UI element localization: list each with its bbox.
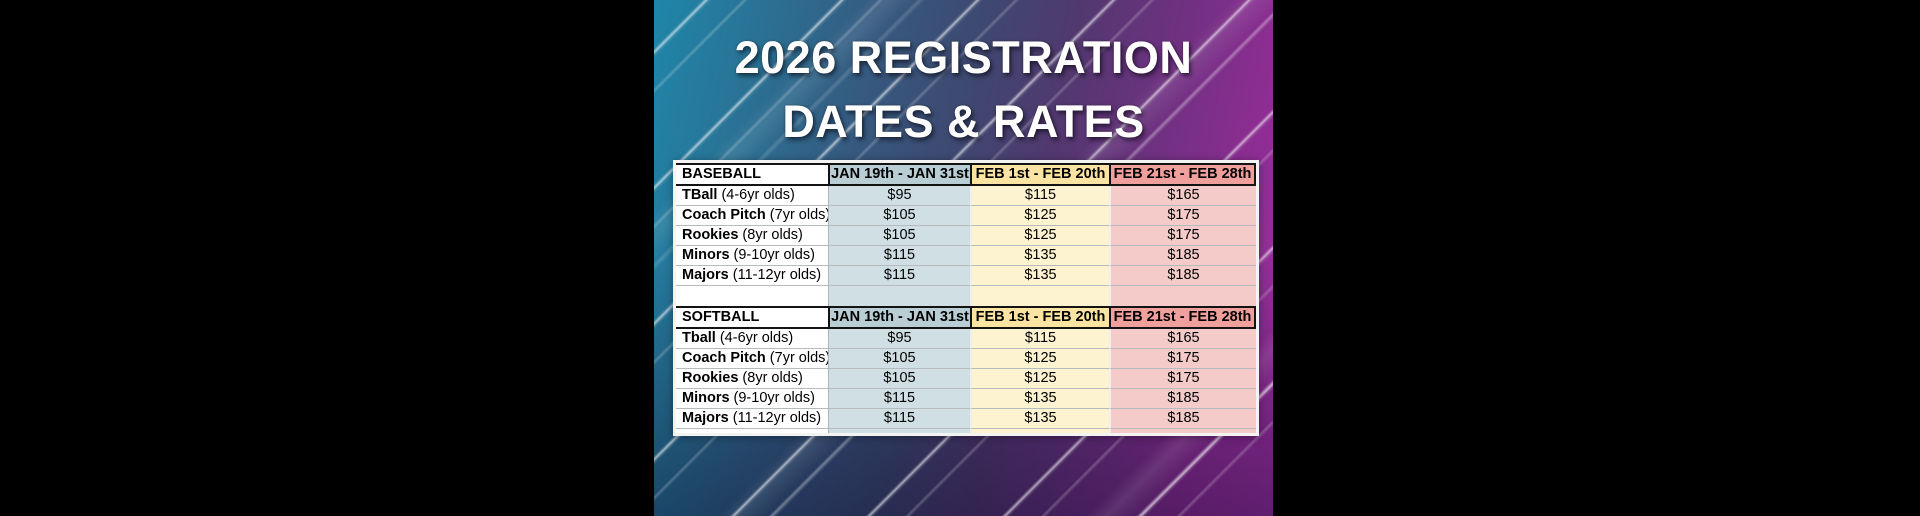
price-cell: $115 [828, 409, 970, 429]
spacer-cell [828, 286, 970, 306]
division-ages: (7yr olds) [769, 207, 828, 223]
price-cell: $175 [1109, 349, 1256, 369]
price-cell: $135 [970, 389, 1109, 409]
spacer-cell [970, 429, 1109, 433]
price-cell: $105 [828, 226, 970, 246]
baseball-sport-header: BASEBALL [676, 165, 828, 184]
division-name: TBall [682, 187, 718, 203]
spacer-cell [676, 429, 828, 433]
price-cell: $125 [970, 226, 1109, 246]
title-line-1: 2026 REGISTRATION [734, 32, 1193, 83]
division-ages: (9-10yr olds) [733, 247, 815, 263]
price-cell: $175 [1109, 206, 1256, 226]
price-cell: $115 [828, 389, 970, 409]
baseball-row-coach-pitch: Coach Pitch (7yr olds) $105 $125 $175 [676, 206, 1256, 226]
baseball-row-tball: TBall (4-6yr olds) $95 $115 $165 [676, 186, 1256, 206]
division-ages: (7yr olds) [769, 350, 828, 366]
price-cell: $115 [970, 186, 1109, 206]
softball-row-majors: Majors (11-12yr olds) $115 $135 $185 [676, 409, 1256, 429]
spacer-cell [1109, 429, 1256, 433]
price-cell: $135 [970, 246, 1109, 266]
division-ages: (8yr olds) [742, 227, 803, 243]
division-cell: Rookies (8yr olds) [676, 369, 828, 389]
title-line-2: DATES & RATES [782, 96, 1145, 147]
division-ages: (4-6yr olds) [721, 187, 795, 203]
price-cell: $165 [1109, 329, 1256, 349]
spacer-cell [828, 429, 970, 433]
division-cell: Minors (9-10yr olds) [676, 246, 828, 266]
division-ages: (11-12yr olds) [732, 410, 822, 426]
price-cell: $185 [1109, 246, 1256, 266]
baseball-header-row: BASEBALL JAN 19th - JAN 31st FEB 1st - F… [676, 163, 1256, 186]
softball-row-minors: Minors (9-10yr olds) $115 $135 $185 [676, 389, 1256, 409]
division-name: Rookies [682, 370, 739, 386]
price-cell: $125 [970, 349, 1109, 369]
softball-sport-header: SOFTBALL [676, 308, 828, 327]
price-cell: $135 [970, 266, 1109, 286]
baseball-row-majors: Majors (11-12yr olds) $115 $135 $185 [676, 266, 1256, 286]
poster-title: 2026 REGISTRATION DATES & RATES [654, 26, 1273, 154]
price-cell: $175 [1109, 226, 1256, 246]
table-spacer-row [676, 286, 1256, 306]
division-cell: Minors (9-10yr olds) [676, 389, 828, 409]
price-cell: $185 [1109, 266, 1256, 286]
division-ages: (4-6yr olds) [719, 330, 794, 346]
spacer-cell [1109, 286, 1256, 306]
division-name: Majors [682, 410, 729, 426]
price-cell: $185 [1109, 409, 1256, 429]
softball-date-header-mid: FEB 1st - FEB 20th [970, 308, 1109, 327]
baseball-date-header-mid: FEB 1st - FEB 20th [970, 165, 1109, 184]
softball-date-header-early: JAN 19th - JAN 31st [828, 308, 970, 327]
price-cell: $105 [828, 206, 970, 226]
division-cell: Majors (11-12yr olds) [676, 266, 828, 286]
division-name: Rookies [682, 227, 739, 243]
price-cell: $105 [828, 369, 970, 389]
price-cell: $115 [970, 329, 1109, 349]
price-cell: $95 [828, 329, 970, 349]
price-cell: $125 [970, 206, 1109, 226]
division-cell: Tball (4-6yr olds) [676, 329, 828, 349]
baseball-date-header-late: FEB 21st - FEB 28th [1109, 165, 1256, 184]
spacer-cell [676, 286, 828, 306]
baseball-row-rookies: Rookies (8yr olds) $105 $125 $175 [676, 226, 1256, 246]
division-cell: Coach Pitch (7yr olds) [676, 206, 828, 226]
price-cell: $135 [970, 409, 1109, 429]
division-ages: (11-12yr olds) [732, 267, 822, 283]
softball-row-rookies: Rookies (8yr olds) $105 $125 $175 [676, 369, 1256, 389]
division-cell: Rookies (8yr olds) [676, 226, 828, 246]
baseball-date-header-early: JAN 19th - JAN 31st [828, 165, 970, 184]
division-cell: Coach Pitch (7yr olds) [676, 349, 828, 369]
softball-date-header-late: FEB 21st - FEB 28th [1109, 308, 1256, 327]
division-cell: Majors (11-12yr olds) [676, 409, 828, 429]
softball-header-row: SOFTBALL JAN 19th - JAN 31st FEB 1st - F… [676, 306, 1256, 329]
softball-row-tball: Tball (4-6yr olds) $95 $115 $165 [676, 329, 1256, 349]
division-cell: TBall (4-6yr olds) [676, 186, 828, 206]
division-ages: (9-10yr olds) [733, 390, 815, 406]
division-name: Coach Pitch [682, 207, 766, 223]
price-cell: $105 [828, 349, 970, 369]
price-cell: $115 [828, 246, 970, 266]
price-cell: $165 [1109, 186, 1256, 206]
price-cell: $115 [828, 266, 970, 286]
division-name: Tball [682, 330, 716, 346]
baseball-row-minors: Minors (9-10yr olds) $115 $135 $185 [676, 246, 1256, 266]
division-name: Majors [682, 267, 729, 283]
price-cell: $185 [1109, 389, 1256, 409]
price-cell: $175 [1109, 369, 1256, 389]
table-bottom-strip [676, 429, 1256, 433]
division-ages: (8yr olds) [742, 370, 803, 386]
softball-row-coach-pitch: Coach Pitch (7yr olds) $105 $125 $175 [676, 349, 1256, 369]
registration-rates-table: BASEBALL JAN 19th - JAN 31st FEB 1st - F… [673, 160, 1259, 436]
division-name: Coach Pitch [682, 350, 766, 366]
division-name: Minors [682, 247, 730, 263]
division-name: Minors [682, 390, 730, 406]
price-cell: $125 [970, 369, 1109, 389]
flyer-poster: 2026 REGISTRATION DATES & RATES BASEBALL… [654, 0, 1273, 516]
spacer-cell [970, 286, 1109, 306]
price-cell: $95 [828, 186, 970, 206]
